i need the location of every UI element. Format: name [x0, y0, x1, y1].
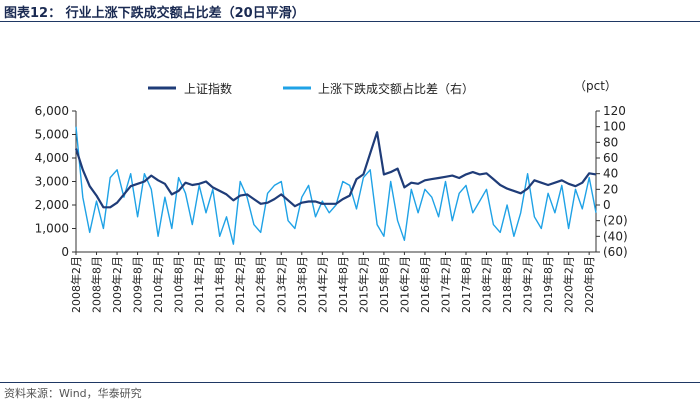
- axes: 0 1,000 2,000 3,000 4,000 5,000 6,000 (60) (40)(…: [35, 104, 628, 259]
- source-note: 资料来源：Wind，华泰研究: [4, 387, 142, 400]
- x-tick-label: 2011年2月: [192, 256, 206, 313]
- x-tick-label: 2020年8月: [582, 256, 596, 313]
- x-tick-label: 2011年8月: [213, 256, 227, 313]
- right-tick-label: (60): [603, 245, 628, 259]
- right-tick-label: 0: [603, 198, 611, 212]
- x-tick-label: 2017年2月: [438, 256, 452, 313]
- x-tick-label: 2013年8月: [295, 256, 309, 313]
- bottom-rule: [0, 382, 700, 383]
- x-tick-label: 2013年2月: [274, 256, 288, 313]
- right-tick-label: (40): [603, 229, 628, 243]
- left-tick-label: 1,000: [35, 222, 69, 236]
- series-line-index: [74, 131, 597, 209]
- x-tick-label: 2012年8月: [254, 256, 268, 313]
- legend: 上证指数 上涨下跌成交额占比差（右）: [148, 81, 474, 96]
- x-tick-label: 2019年8月: [541, 256, 555, 313]
- series-line-spread: [75, 126, 597, 245]
- x-tick-label: 2012年2月: [233, 256, 247, 313]
- right-axis-unit: （pct）: [574, 79, 617, 93]
- right-tick-label: 40: [603, 167, 618, 181]
- right-tick-label: 120: [603, 104, 626, 118]
- x-tick-label: 2009年8月: [131, 256, 145, 313]
- series-index: [74, 131, 597, 209]
- left-tick-label: 0: [61, 245, 69, 259]
- x-tick-label: 2008年8月: [90, 256, 104, 313]
- right-tick-label: 80: [603, 135, 618, 149]
- x-tick-label: 2015年2月: [356, 256, 370, 313]
- right-tick-label: 20: [603, 182, 618, 196]
- left-tick-label: 4,000: [35, 151, 69, 165]
- x-tick-label: 2015年8月: [377, 256, 391, 313]
- x-tick-label: 2010年2月: [151, 256, 165, 313]
- x-tick-label: 2014年2月: [315, 256, 329, 313]
- left-tick-label: 2,000: [35, 198, 69, 212]
- x-tick-label: 2009年2月: [110, 256, 124, 313]
- left-tick-label: 5,000: [35, 128, 69, 142]
- x-tick-label: 2016年2月: [397, 256, 411, 313]
- left-tick-label: 3,000: [35, 175, 69, 189]
- x-tick-label: 2018年8月: [500, 256, 514, 313]
- x-tick-label: 2019年2月: [521, 256, 535, 313]
- x-tick-label: 2016年8月: [418, 256, 432, 313]
- top-rule: [0, 21, 700, 22]
- x-tick-label: 2018年2月: [480, 256, 494, 313]
- right-tick-label: 100: [603, 120, 626, 134]
- series-spread: [75, 126, 597, 245]
- x-tick-label: 2020年2月: [562, 256, 576, 313]
- legend-label-index: 上证指数: [184, 81, 232, 96]
- x-tick-label: 2010年8月: [172, 256, 186, 313]
- x-tick-label: 2008年2月: [69, 256, 83, 313]
- x-tick-label: 2014年8月: [336, 256, 350, 313]
- left-tick-label: 6,000: [35, 104, 69, 118]
- legend-label-spread: 上涨下跌成交额占比差（右）: [318, 81, 474, 96]
- x-tick-labels: 2008年2月 2008年8月 2009年2月 2009年8月 2010年2月 2010年…: [69, 252, 596, 313]
- figure-title: 图表12： 行业上涨下跌成交额占比差（20日平滑）: [4, 6, 305, 21]
- right-tick-label: 60: [603, 151, 618, 165]
- x-tick-label: 2017年8月: [459, 256, 473, 313]
- right-tick-label: (20): [603, 214, 628, 228]
